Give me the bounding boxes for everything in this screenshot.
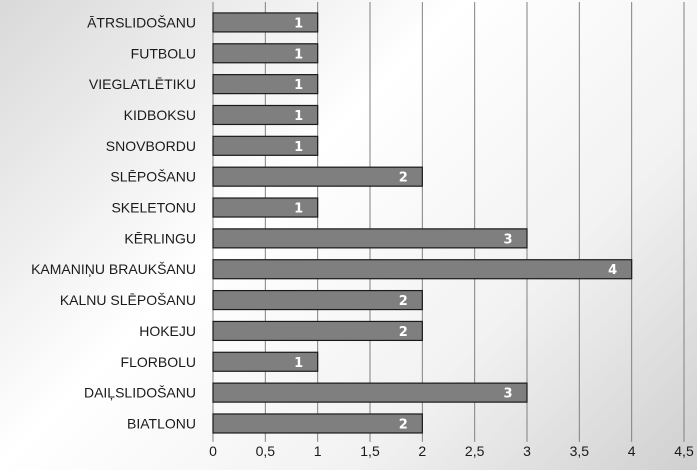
bar-value-label: 2 <box>399 417 408 432</box>
bar <box>212 259 633 280</box>
bar <box>212 74 319 95</box>
category-label: SLĒPOŠANU <box>110 169 196 185</box>
bar <box>212 413 423 434</box>
bar <box>212 104 319 126</box>
x-tick-label: 3 <box>523 443 531 459</box>
x-tick-label: 4 <box>628 443 636 459</box>
bar <box>212 289 423 311</box>
category-label: KĒRLINGU <box>124 230 196 246</box>
x-tick-label: 4,5 <box>674 443 694 459</box>
category-label: FLORBOLU <box>121 354 196 370</box>
category-label: BIATLONU <box>127 415 196 431</box>
category-label: ĀTRSLIDOŠANU <box>87 14 196 30</box>
bar-value-label: 1 <box>294 202 303 217</box>
gridlines <box>212 2 685 442</box>
bar <box>212 166 423 187</box>
bar-value-label: 1 <box>294 78 303 93</box>
category-label: KALNU SLĒPOŠANU <box>60 292 196 308</box>
category-label: SNOVBORDU <box>106 138 196 154</box>
x-tick-label: 1 <box>314 443 322 459</box>
bar <box>212 382 528 403</box>
category-label: SKELETONU <box>111 200 196 216</box>
bar-value-label: 3 <box>503 232 512 247</box>
category-labels: ĀTRSLIDOŠANU FUTBOLU VIEGLATLĒTIKU KIDBOKSU… <box>31 14 196 431</box>
x-axis-tick-labels: 0 0,5 1 1,5 2 2,5 3 3,5 4 4,5 <box>209 443 694 459</box>
bar-value-label: 3 <box>503 387 512 402</box>
category-label: VIEGLATLĒTIKU <box>89 76 196 92</box>
bar <box>212 320 423 342</box>
x-tick-label: 0,5 <box>256 443 276 459</box>
x-tick-label: 2 <box>418 443 426 459</box>
bar-value-label: 1 <box>294 109 303 124</box>
bar-value-label: 1 <box>294 140 303 155</box>
x-tick-label: 3,5 <box>570 443 590 459</box>
bar <box>212 197 319 218</box>
bar <box>212 43 319 64</box>
bar-value-label: 2 <box>399 171 408 186</box>
bar-value-label: 2 <box>399 325 408 340</box>
x-tick-label: 1,5 <box>360 443 380 459</box>
x-tick-label: 2,5 <box>465 443 485 459</box>
category-label: DAIĻSLIDOŠANU <box>84 385 196 401</box>
bar <box>212 228 528 249</box>
category-label: KIDBOKSU <box>124 107 196 123</box>
category-label: FUTBOLU <box>131 45 196 61</box>
bar <box>212 12 319 33</box>
bar-value-label: 1 <box>294 16 303 31</box>
x-tick-label: 0 <box>209 443 217 459</box>
bar-value-label: 2 <box>399 294 408 309</box>
bar <box>212 135 319 156</box>
bars: 1 1 1 1 1 2 1 3 4 2 2 1 3 2 <box>212 12 633 434</box>
category-label: HOKEJU <box>139 323 196 339</box>
bar-value-label: 1 <box>294 356 303 371</box>
bar-value-label: 4 <box>608 263 617 278</box>
bar-value-label: 1 <box>294 47 303 62</box>
bar <box>212 351 319 372</box>
category-label: KAMANIŅU BRAUKŠANU <box>31 261 196 277</box>
